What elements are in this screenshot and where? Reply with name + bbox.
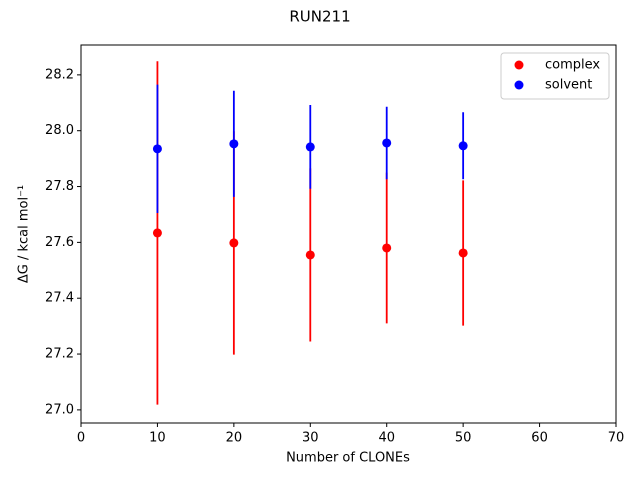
- point: [152, 144, 162, 154]
- x-tick-label: 70: [608, 431, 625, 446]
- x-tick-label: 10: [149, 431, 166, 446]
- x-tick-label: 50: [455, 431, 472, 446]
- point: [152, 228, 162, 238]
- legend-box: [500, 52, 610, 100]
- legend-label: complex: [545, 58, 600, 73]
- point: [305, 142, 315, 152]
- legend-marker: [514, 80, 524, 90]
- x-tick-label: 30: [302, 431, 319, 446]
- y-tick-label: 27.2: [45, 347, 74, 362]
- y-tick-label: 27.4: [45, 291, 74, 306]
- x-tick-label: 20: [226, 431, 243, 446]
- point: [458, 248, 468, 258]
- point: [458, 141, 468, 151]
- plot-frame: [80, 44, 617, 424]
- legend-marker: [514, 60, 524, 70]
- y-axis-label: ΔG / kcal mol⁻¹: [17, 185, 32, 283]
- point: [305, 250, 315, 260]
- point: [229, 139, 239, 149]
- chart-title: RUN211: [289, 8, 350, 26]
- legend-label: solvent: [545, 78, 592, 93]
- point: [229, 238, 239, 248]
- x-tick-label: 0: [77, 431, 85, 446]
- y-tick-label: 27.0: [45, 402, 74, 417]
- point: [382, 138, 392, 148]
- x-axis-label: Number of CLONEs: [286, 451, 410, 466]
- x-tick-label: 60: [531, 431, 548, 446]
- y-tick-label: 28.0: [45, 123, 74, 138]
- y-tick-label: 28.2: [45, 67, 74, 82]
- y-tick-label: 27.8: [45, 179, 74, 194]
- x-tick-label: 40: [378, 431, 395, 446]
- y-tick-label: 27.6: [45, 235, 74, 250]
- point: [382, 243, 392, 253]
